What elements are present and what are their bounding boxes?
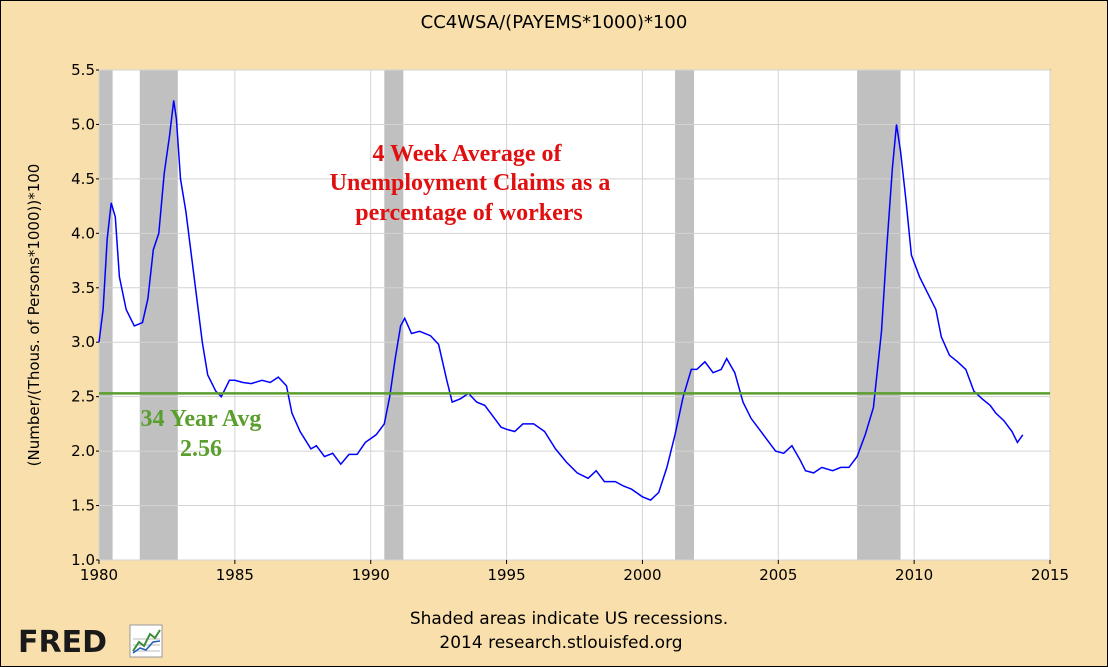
x-tick-label: 1990 (352, 566, 390, 584)
y-tick-label: 1.5 (71, 497, 95, 515)
y-tick-label: 5.5 (71, 61, 95, 79)
x-tick-label: 2005 (759, 566, 797, 584)
footer-source: 2014 research.stlouisfed.org (439, 633, 682, 653)
footer-recession-note: Shaded areas indicate US recessions. (410, 609, 728, 629)
recession-band-1 (139, 70, 178, 560)
chart-title: CC4WSA/(PAYEMS*1000)*100 (421, 12, 688, 33)
y-axis-ticks: 1.0 1.5 2.0 2.5 3.0 3.5 4.0 4.5 5.0 5.5 (71, 61, 99, 569)
y-tick-label: 2.5 (71, 388, 95, 406)
annotation-title-line1: 4 Week Average of (372, 141, 562, 167)
y-tick-label: 3.5 (71, 279, 95, 297)
x-tick-label: 2000 (623, 566, 661, 584)
annotation-title-line3: percentage of workers (355, 200, 582, 226)
annotation-title-line2: Unemployment Claims as a (330, 170, 611, 196)
x-tick-label: 1980 (80, 566, 118, 584)
claims-ratio-line (98, 100, 1024, 501)
y-axis-label: (Number/(Thous. of Persons*1000))*100 (25, 164, 43, 467)
x-tick-label: 2010 (895, 566, 933, 584)
fred-logo: FRED (18, 624, 163, 660)
y-tick-label: 3.0 (71, 333, 95, 351)
x-tick-label: 1995 (487, 566, 525, 584)
plot-area (98, 69, 1051, 561)
average-label: 34 Year Avg (141, 406, 262, 432)
average-value: 2.56 (180, 436, 222, 462)
x-tick-label: 2015 (1031, 566, 1069, 584)
x-tick-label: 1985 (216, 566, 254, 584)
series-group (98, 100, 1050, 501)
y-tick-label: 1.0 (71, 551, 95, 569)
y-tick-label: 4.0 (71, 224, 95, 242)
recession-band-0 (99, 70, 113, 560)
fred-logo-text: FRED (18, 625, 107, 660)
recession-band-2 (384, 70, 404, 560)
y-tick-label: 4.5 (71, 170, 95, 188)
y-tick-label: 5.0 (71, 115, 95, 133)
recession-band-3 (675, 70, 695, 560)
y-tick-label: 2.0 (71, 442, 95, 460)
gridlines (98, 69, 1051, 561)
fred-chart-icon (129, 624, 163, 658)
x-axis-ticks: 1980 1985 1990 1995 2000 2005 2010 2015 (80, 560, 1069, 584)
